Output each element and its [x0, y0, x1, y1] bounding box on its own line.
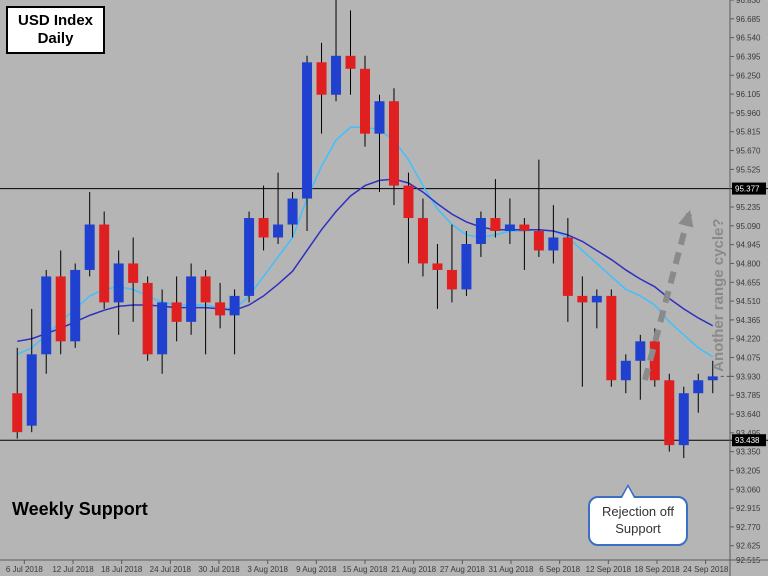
- weekly-support-label: Weekly Support: [12, 499, 148, 520]
- svg-text:12 Jul 2018: 12 Jul 2018: [52, 565, 94, 574]
- svg-text:96.830: 96.830: [736, 0, 761, 5]
- callout-tail-icon: [620, 484, 636, 498]
- svg-text:6 Sep 2018: 6 Sep 2018: [539, 565, 580, 574]
- svg-text:6 Jul 2018: 6 Jul 2018: [6, 565, 43, 574]
- svg-text:3 Aug 2018: 3 Aug 2018: [247, 565, 288, 574]
- svg-text:96.685: 96.685: [736, 15, 761, 24]
- svg-text:96.105: 96.105: [736, 90, 761, 99]
- svg-text:95.377: 95.377: [735, 185, 760, 194]
- svg-text:93.350: 93.350: [736, 448, 761, 457]
- rejection-callout: Rejection off Support: [588, 496, 688, 546]
- range-cycle-text: Another range cycle?: [710, 219, 727, 372]
- svg-text:96.540: 96.540: [736, 34, 761, 43]
- svg-text:12 Sep 2018: 12 Sep 2018: [586, 565, 632, 574]
- svg-text:93.785: 93.785: [736, 391, 761, 400]
- svg-text:95.670: 95.670: [736, 147, 761, 156]
- callout-line1: Rejection off: [602, 504, 674, 519]
- svg-text:27 Aug 2018: 27 Aug 2018: [440, 565, 485, 574]
- svg-text:94.220: 94.220: [736, 335, 761, 344]
- svg-text:31 Aug 2018: 31 Aug 2018: [489, 565, 534, 574]
- svg-text:21 Aug 2018: 21 Aug 2018: [391, 565, 436, 574]
- chart-title-box: USD Index Daily: [6, 6, 105, 54]
- title-line1: USD Index: [18, 12, 93, 30]
- svg-text:18 Jul 2018: 18 Jul 2018: [101, 565, 143, 574]
- svg-text:15 Aug 2018: 15 Aug 2018: [343, 565, 388, 574]
- svg-text:95.525: 95.525: [736, 165, 761, 174]
- svg-text:95.960: 95.960: [736, 109, 761, 118]
- svg-text:95.090: 95.090: [736, 222, 761, 231]
- svg-text:93.438: 93.438: [735, 436, 760, 445]
- candlestick-chart: 96.830 96.685 96.540 96.395 96.250 96.105 95.9…: [0, 0, 768, 576]
- svg-text:94.365: 94.365: [736, 316, 761, 325]
- svg-text:24 Sep 2018: 24 Sep 2018: [683, 565, 729, 574]
- callout-bubble: Rejection off Support: [588, 496, 688, 546]
- svg-text:92.625: 92.625: [736, 542, 761, 551]
- svg-text:96.395: 96.395: [736, 52, 761, 61]
- callout-line2: Support: [615, 521, 661, 536]
- svg-text:9 Aug 2018: 9 Aug 2018: [296, 565, 337, 574]
- svg-text:93.205: 93.205: [736, 466, 761, 475]
- svg-text:94.075: 94.075: [736, 354, 761, 363]
- svg-text:95.815: 95.815: [736, 128, 761, 137]
- title-line2: Daily: [18, 30, 93, 48]
- svg-text:30 Jul 2018: 30 Jul 2018: [198, 565, 240, 574]
- svg-text:94.800: 94.800: [736, 259, 761, 268]
- svg-text:93.060: 93.060: [736, 485, 761, 494]
- svg-text:94.510: 94.510: [736, 297, 761, 306]
- svg-text:92.915: 92.915: [736, 504, 761, 513]
- svg-text:95.235: 95.235: [736, 203, 761, 212]
- svg-text:92.770: 92.770: [736, 523, 761, 532]
- svg-text:24 Jul 2018: 24 Jul 2018: [150, 565, 192, 574]
- svg-text:93.640: 93.640: [736, 410, 761, 419]
- svg-text:93.930: 93.930: [736, 372, 761, 381]
- svg-text:18 Sep 2018: 18 Sep 2018: [634, 565, 680, 574]
- svg-text:94.945: 94.945: [736, 241, 761, 250]
- svg-text:96.250: 96.250: [736, 71, 761, 80]
- svg-text:94.655: 94.655: [736, 278, 761, 287]
